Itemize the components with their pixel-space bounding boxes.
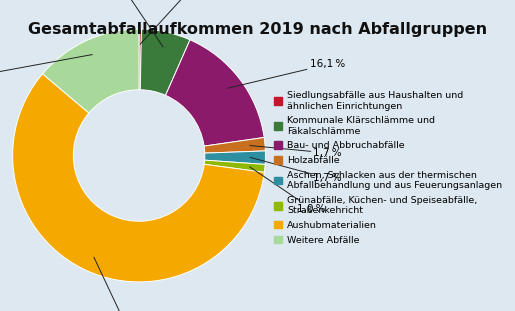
Wedge shape [139, 29, 142, 90]
Wedge shape [204, 137, 265, 153]
Text: 13,8 %: 13,8 % [0, 54, 92, 87]
Wedge shape [165, 40, 264, 146]
Text: 59,0 %: 59,0 % [94, 257, 144, 311]
Text: 1,7 %: 1,7 % [250, 157, 342, 183]
Text: 0,3 %: 0,3 % [140, 0, 203, 44]
Wedge shape [140, 29, 190, 95]
Text: Gesamtabfallaufkommen 2019 nach Abfallgruppen: Gesamtabfallaufkommen 2019 nach Abfallgr… [28, 22, 487, 37]
Wedge shape [204, 160, 265, 172]
Text: 1,7 %: 1,7 % [250, 146, 342, 158]
Text: 6,3 %: 6,3 % [110, 0, 163, 47]
Legend: Siedlungsabfälle aus Haushalten und
ähnlichen Einrichtungen, Kommunale Klärschlä: Siedlungsabfälle aus Haushalten und ähnl… [272, 89, 504, 247]
Text: 1,0 %: 1,0 % [250, 167, 325, 214]
Wedge shape [13, 74, 264, 282]
Text: 16,1 %: 16,1 % [228, 59, 345, 88]
Wedge shape [43, 29, 139, 113]
Wedge shape [204, 151, 265, 165]
